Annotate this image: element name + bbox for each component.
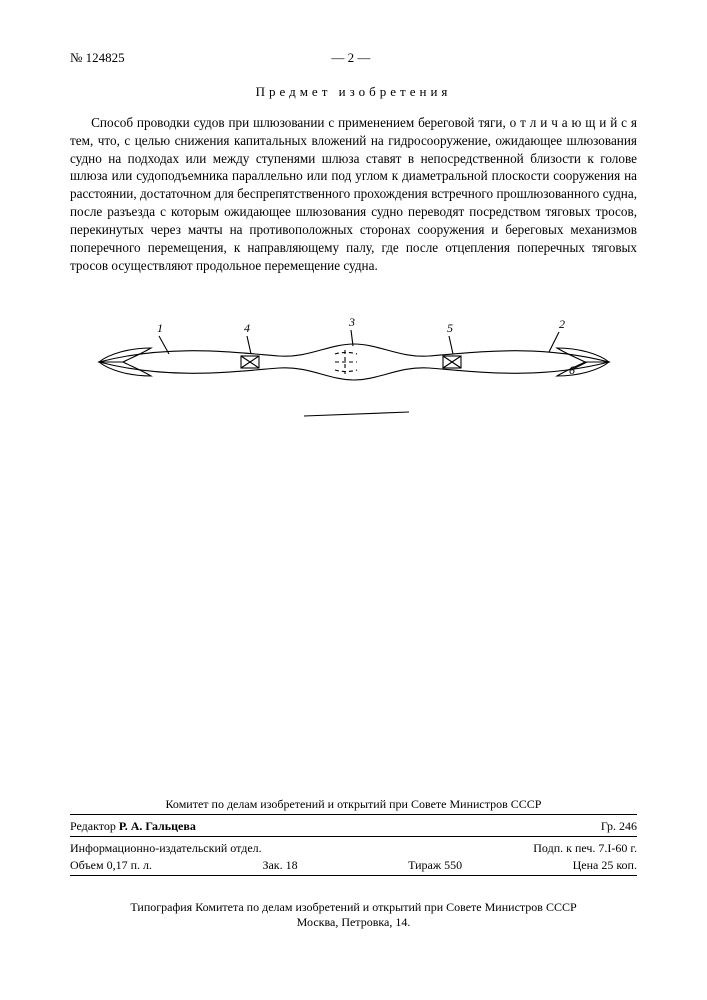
tirazh: Тираж 550 xyxy=(408,858,462,873)
figure-diagram: 1 2 3 4 5 6 xyxy=(70,304,637,444)
editor-label: Редактор xyxy=(70,819,116,833)
printer-line-1: Типография Комитета по делам изобретений… xyxy=(70,900,637,915)
schematic-svg: 1 2 3 4 5 6 xyxy=(89,304,619,444)
svg-text:4: 4 xyxy=(244,321,250,335)
order-no: Зак. 18 xyxy=(262,858,297,873)
svg-text:1: 1 xyxy=(157,321,163,335)
volume: Объем 0,17 п. л. xyxy=(70,858,152,873)
rule-2 xyxy=(70,836,637,837)
svg-text:6: 6 xyxy=(569,363,575,377)
rule-1 xyxy=(70,814,637,815)
rule-3 xyxy=(70,875,637,876)
svg-text:2: 2 xyxy=(559,317,565,331)
editor: Редактор Р. А. Гальцева xyxy=(70,819,196,834)
dept-row: Информационно-издательский отдел. Подп. … xyxy=(70,841,637,856)
committee-line: Комитет по делам изобретений и открытий … xyxy=(70,797,637,812)
print-row: Объем 0,17 п. л. Зак. 18 Тираж 550 Цена … xyxy=(70,858,637,873)
dept: Информационно-издательский отдел. xyxy=(70,841,262,856)
colophon: Комитет по делам изобретений и открытий … xyxy=(70,794,637,880)
editor-row: Редактор Р. А. Гальцева Гр. 246 xyxy=(70,819,637,834)
svg-text:3: 3 xyxy=(348,315,355,329)
claim-text: Способ проводки судов при шлюзовании с п… xyxy=(70,114,637,274)
page-header: № 124825 — 2 — xyxy=(70,50,637,66)
printer-line-2: Москва, Петровка, 14. xyxy=(70,915,637,930)
page-number: — 2 — xyxy=(331,50,370,66)
svg-text:5: 5 xyxy=(447,321,453,335)
price: Цена 25 коп. xyxy=(573,858,637,873)
subject-heading: Предмет изобретения xyxy=(70,84,637,100)
signed-date: Подп. к печ. 7.I-60 г. xyxy=(533,841,637,856)
editor-name: Р. А. Гальцева xyxy=(119,819,196,833)
printer-block: Типография Комитета по делам изобретений… xyxy=(70,900,637,930)
patent-number: № 124825 xyxy=(70,50,125,66)
group-code: Гр. 246 xyxy=(601,819,637,834)
